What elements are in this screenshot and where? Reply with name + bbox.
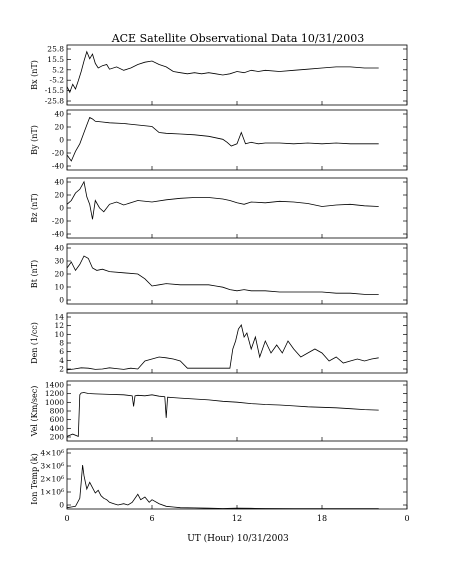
y-tick-label: 2×10⁶ [40, 475, 64, 484]
y-axis-label: Vel (Km/sec) [30, 386, 39, 438]
y-tick-label: 20 [54, 123, 64, 132]
x-tick-label: 6 [149, 514, 154, 523]
y-tick-label: 25.8 [47, 45, 64, 54]
y-tick-label: 1400 [45, 381, 64, 390]
y-tick-label: 2 [59, 365, 64, 374]
y-tick-label: -5.2 [50, 76, 65, 85]
series-line [66, 255, 379, 295]
y-tick-label: -20 [52, 149, 64, 158]
y-tick-label: 4×10⁶ [40, 449, 64, 458]
y-tick-label: 200 [50, 433, 65, 442]
x-tick-label: 0 [64, 514, 69, 523]
y-tick-label: 0 [59, 204, 64, 213]
panel-frame [66, 380, 408, 442]
y-tick-label: 0 [59, 296, 64, 305]
y-tick-label: -40 [52, 162, 64, 171]
y-tick-label: 600 [50, 415, 65, 424]
y-tick-label: 6 [59, 347, 64, 356]
y-tick-label: 3×10⁶ [40, 462, 64, 471]
y-axis-label: Den (1/cc) [30, 322, 39, 364]
y-axis-label: Ion Temp (k) [30, 453, 39, 504]
y-tick-label: -15.5 [45, 86, 64, 95]
series-line [66, 464, 379, 510]
y-tick-label: 400 [50, 424, 65, 433]
panel-frame [66, 243, 408, 305]
y-tick-label: -25.8 [45, 97, 64, 106]
y-tick-label: 10 [54, 283, 64, 292]
y-tick-label: 40 [54, 178, 64, 187]
chart-title: ACE Satellite Observational Data 10/31/2… [111, 32, 365, 45]
y-axis-label: By (nT) [30, 125, 39, 155]
y-tick-label: 800 [50, 407, 65, 416]
y-tick-label: 30 [54, 257, 64, 266]
panel-frame [66, 312, 408, 374]
x-axis: 0 6 12 18 0 [64, 514, 409, 523]
panel-7: 4×10⁶ 3×10⁶ 2×10⁶ 1×10⁶ 0 Ion Temp (k) [30, 448, 408, 510]
series-line [66, 180, 379, 220]
y-tick-label: 1200 [45, 389, 64, 398]
y-tick-label: -40 [52, 230, 64, 239]
y-tick-label: 12 [54, 321, 64, 330]
y-tick-label: 0 [59, 136, 64, 145]
y-tick-label: 14 [54, 313, 64, 322]
y-tick-label: 5.2 [52, 65, 64, 74]
y-axis-label: Bt (nT) [30, 260, 39, 288]
y-tick-label: 15.5 [47, 55, 64, 64]
y-tick-label: 4 [59, 356, 64, 365]
y-tick-label: 40 [54, 244, 64, 253]
panel-2: 40 20 0 -20 -40 By (nT) [30, 109, 408, 171]
panel-3: 40 20 0 -20 -40 Bz (nT) [30, 177, 408, 239]
panel-frame [66, 44, 408, 106]
series-line [66, 392, 379, 437]
panels-group: 25.815.55.2-5.2-15.5-25.8Bx (nT)40200-20… [30, 44, 408, 510]
panel-frame [66, 177, 408, 239]
series-line [66, 116, 379, 162]
y-tick-label: 8 [59, 339, 64, 348]
panel-frame [66, 109, 408, 171]
series-line [66, 324, 379, 371]
y-tick-label: 1000 [45, 398, 64, 407]
y-tick-label: 10 [54, 330, 64, 339]
y-tick-label: 1×10⁶ [40, 488, 64, 497]
y-axis-label: Bz (nT) [30, 193, 39, 222]
x-tick-label: 12 [232, 514, 242, 523]
panel-1: 25.815.55.2 -5.2-15.5 -25.8 Bx (nT) [30, 44, 408, 106]
y-tick-label: 20 [54, 270, 64, 279]
y-tick-label: -20 [52, 217, 64, 226]
y-axis-label: Bx (nT) [30, 60, 39, 90]
panel-4: 40 30 20 10 0 Bt (nT) [30, 243, 408, 305]
y-tick-label: 0 [59, 501, 64, 510]
x-tick-label: 18 [317, 514, 327, 523]
series-line [66, 50, 379, 94]
panel-frame [66, 448, 408, 510]
y-tick-label: 20 [54, 191, 64, 200]
x-tick-label: 0 [404, 514, 409, 523]
x-axis-label: UT (Hour) 10/31/2003 [187, 533, 289, 544]
y-tick-label: 40 [54, 110, 64, 119]
